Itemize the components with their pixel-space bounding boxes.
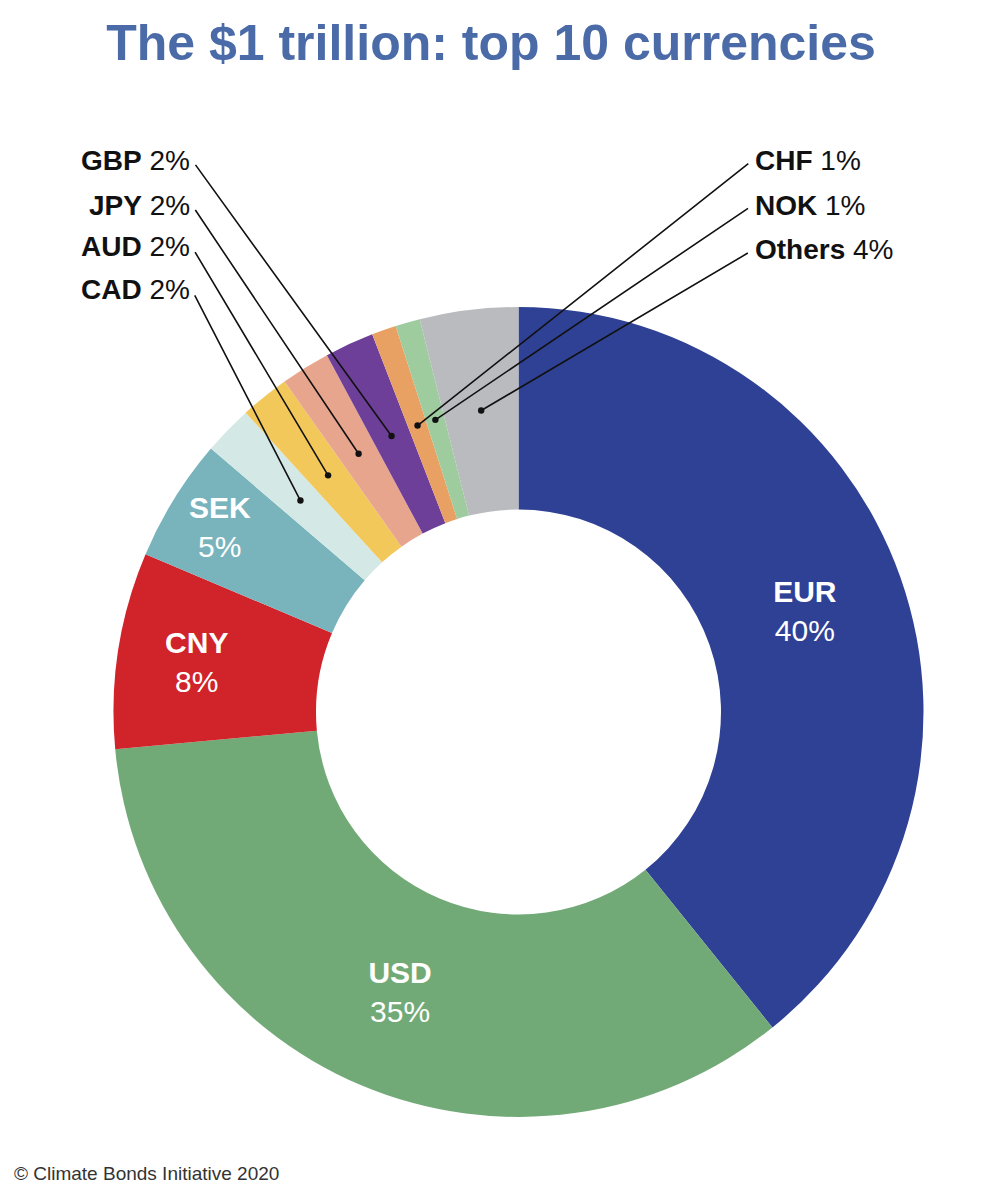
svg-text:NOK 1%: NOK 1% — [755, 190, 865, 221]
svg-text:EUR40%: EUR40% — [773, 575, 837, 647]
svg-text:SEK5%: SEK5% — [189, 491, 251, 563]
svg-text:CHF 1%: CHF 1% — [755, 145, 861, 176]
svg-text:USD35%: USD35% — [368, 956, 431, 1028]
svg-text:CNY8%: CNY8% — [165, 626, 228, 698]
svg-text:© Climate Bonds Initiative 202: © Climate Bonds Initiative 2020 — [14, 1163, 279, 1184]
svg-text:CAD 2%: CAD 2% — [81, 274, 190, 305]
svg-text:GBP 2%: GBP 2% — [81, 145, 190, 176]
svg-text:The $1 trillion: top 10 curren: The $1 trillion: top 10 currencies — [106, 15, 876, 71]
svg-text:AUD 2%: AUD 2% — [81, 231, 190, 262]
svg-text:JPY 2%: JPY 2% — [89, 190, 190, 221]
svg-text:Others 4%: Others 4% — [755, 234, 894, 265]
